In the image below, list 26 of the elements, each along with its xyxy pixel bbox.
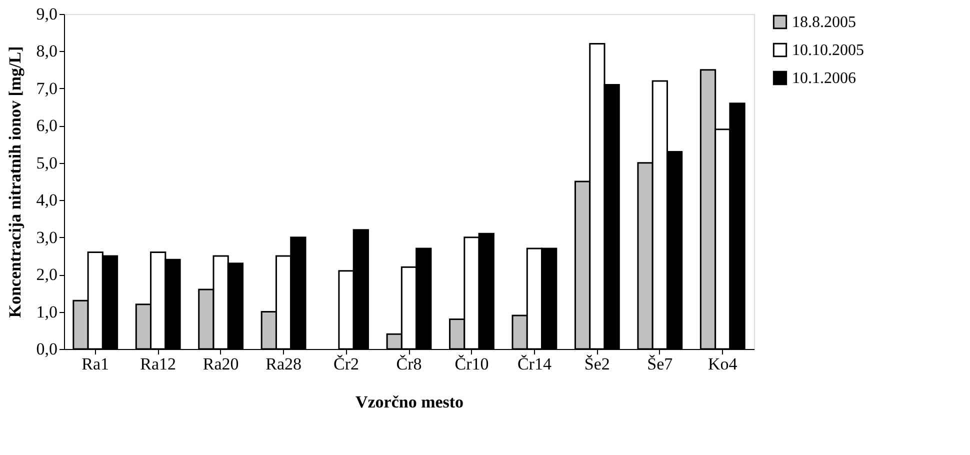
x-tick-label: Čr2 [334, 354, 360, 374]
y-axis-title: Koncentracija nitratnih ionov [mg/L] [5, 46, 24, 318]
y-tick-label: 0,0 [36, 340, 58, 358]
y-tick-label: 1,0 [36, 302, 58, 322]
y-tick-label: 8,0 [36, 42, 58, 61]
legend-label: 10.1.2006 [792, 70, 856, 87]
y-tick-label: 6,0 [36, 116, 58, 136]
y-tick-label: 5,0 [36, 153, 58, 172]
x-axis-title: Vzorčno mesto [355, 392, 464, 412]
y-tick-label: 9,0 [36, 4, 58, 24]
x-tick-label: Ra20 [202, 354, 239, 374]
x-tick-label: Čr14 [517, 354, 552, 374]
y-tick-label: 2,0 [36, 265, 58, 284]
x-tick-label: Čr8 [396, 354, 422, 374]
legend-label: 10.10.2005 [792, 42, 864, 59]
x-tick-label: Še2 [584, 354, 610, 374]
y-tick-label: 4,0 [36, 190, 58, 210]
x-tick-label: Ra1 [82, 354, 110, 374]
y-tick-label: 3,0 [36, 228, 58, 247]
x-tick-label: Ra12 [140, 354, 176, 374]
x-tick-label: Ko4 [708, 354, 738, 374]
x-tick-label: Še7 [647, 354, 674, 374]
x-tick-label: Čr10 [454, 354, 489, 374]
y-tick-label: 7,0 [36, 78, 58, 98]
legend-label: 18.8.2005 [792, 14, 856, 31]
x-tick-label: Ra28 [266, 354, 302, 374]
